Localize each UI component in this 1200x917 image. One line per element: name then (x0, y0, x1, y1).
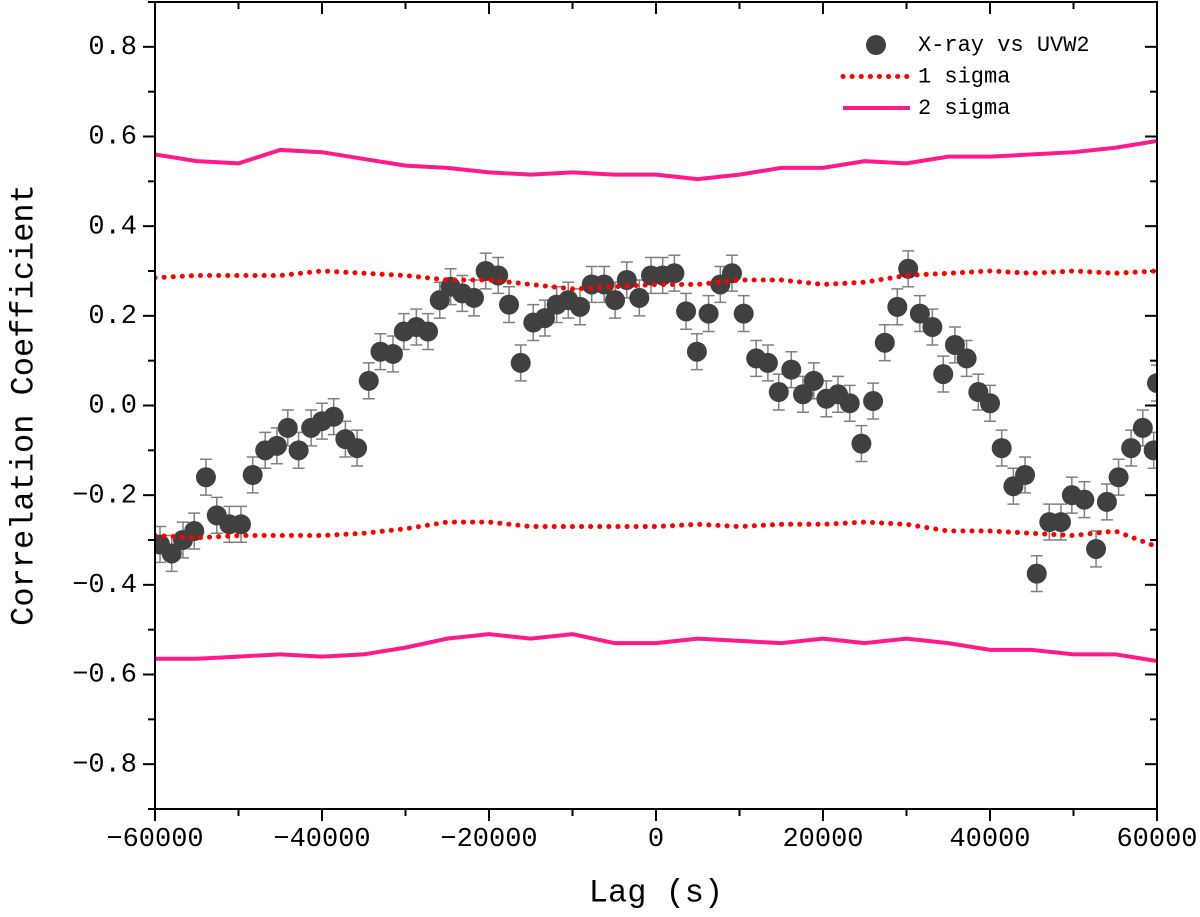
point (933, 364, 954, 385)
x-tick-label: 40000 (949, 825, 1030, 855)
point (909, 303, 930, 324)
y-tick-label: −0.8 (72, 750, 137, 780)
x-tick-label: 20000 (782, 825, 863, 855)
y-tick-label: 0.4 (88, 212, 137, 242)
point (570, 296, 591, 317)
point (956, 348, 977, 369)
point (231, 514, 252, 535)
point (944, 334, 965, 355)
x-tick-label: −20000 (440, 825, 537, 855)
y-tick-label: 0.8 (88, 33, 137, 63)
x-tick-label: 0 (648, 825, 664, 855)
y-tick-label: 0.0 (88, 392, 137, 422)
plot-frame (154, 1, 1158, 810)
point (242, 464, 263, 485)
sigma-line (155, 519, 1157, 550)
point (534, 308, 555, 329)
point (874, 332, 895, 353)
point (266, 435, 287, 456)
x-tick-label: −60000 (106, 825, 203, 855)
point (616, 269, 637, 290)
point (757, 352, 778, 373)
point (347, 438, 368, 459)
point (733, 303, 754, 324)
point (323, 406, 344, 427)
point (510, 352, 531, 373)
point (1143, 440, 1157, 461)
point (1015, 464, 1036, 485)
point (1121, 438, 1142, 459)
y-tick-label: 0.2 (88, 302, 137, 332)
y-tick-label: −0.4 (72, 571, 137, 601)
point (1132, 417, 1153, 438)
y-tick-label: 0.6 (88, 123, 137, 153)
legend-label: X-ray vs UVW2 (918, 33, 1090, 58)
point (288, 440, 309, 461)
legend-label: 1 sigma (918, 64, 1010, 89)
point (898, 258, 919, 279)
point (358, 370, 379, 391)
point (277, 417, 298, 438)
point (698, 303, 719, 324)
y-tick-label: −0.2 (72, 481, 137, 511)
point (629, 287, 650, 308)
point (499, 294, 520, 315)
point (781, 359, 802, 380)
point (1086, 538, 1107, 559)
x-tick-label: 60000 (1116, 825, 1197, 855)
point (792, 384, 813, 405)
point (463, 287, 484, 308)
y-tick-label: −0.6 (72, 661, 137, 691)
plot-area (155, 139, 1157, 664)
point (887, 296, 908, 317)
point (1108, 467, 1129, 488)
point (1096, 491, 1117, 512)
point (1050, 512, 1071, 533)
point (768, 382, 789, 403)
point (429, 290, 450, 311)
point (418, 321, 439, 342)
y-axis-label: Correlation Coefficient (5, 184, 42, 626)
point (161, 543, 182, 564)
point (382, 343, 403, 364)
point (1147, 373, 1157, 394)
point (922, 317, 943, 338)
error-bar (1151, 364, 1157, 402)
point (676, 301, 697, 322)
point (195, 467, 216, 488)
point (686, 341, 707, 362)
x-tick-label: −40000 (273, 825, 370, 855)
point (980, 393, 1000, 414)
sigma-line (155, 139, 1157, 182)
point (1026, 563, 1047, 584)
sigma-line (155, 268, 1157, 292)
point (863, 391, 884, 412)
x-axis-label: Lag (s) (589, 874, 723, 911)
point (1074, 489, 1095, 510)
point (803, 370, 824, 391)
point (664, 263, 685, 284)
point (605, 290, 626, 311)
point (991, 438, 1012, 459)
legend-marker (866, 35, 886, 55)
point (839, 393, 860, 414)
point (851, 433, 872, 454)
sigma-line (155, 632, 1157, 664)
legend-label: 2 sigma (918, 96, 1010, 121)
